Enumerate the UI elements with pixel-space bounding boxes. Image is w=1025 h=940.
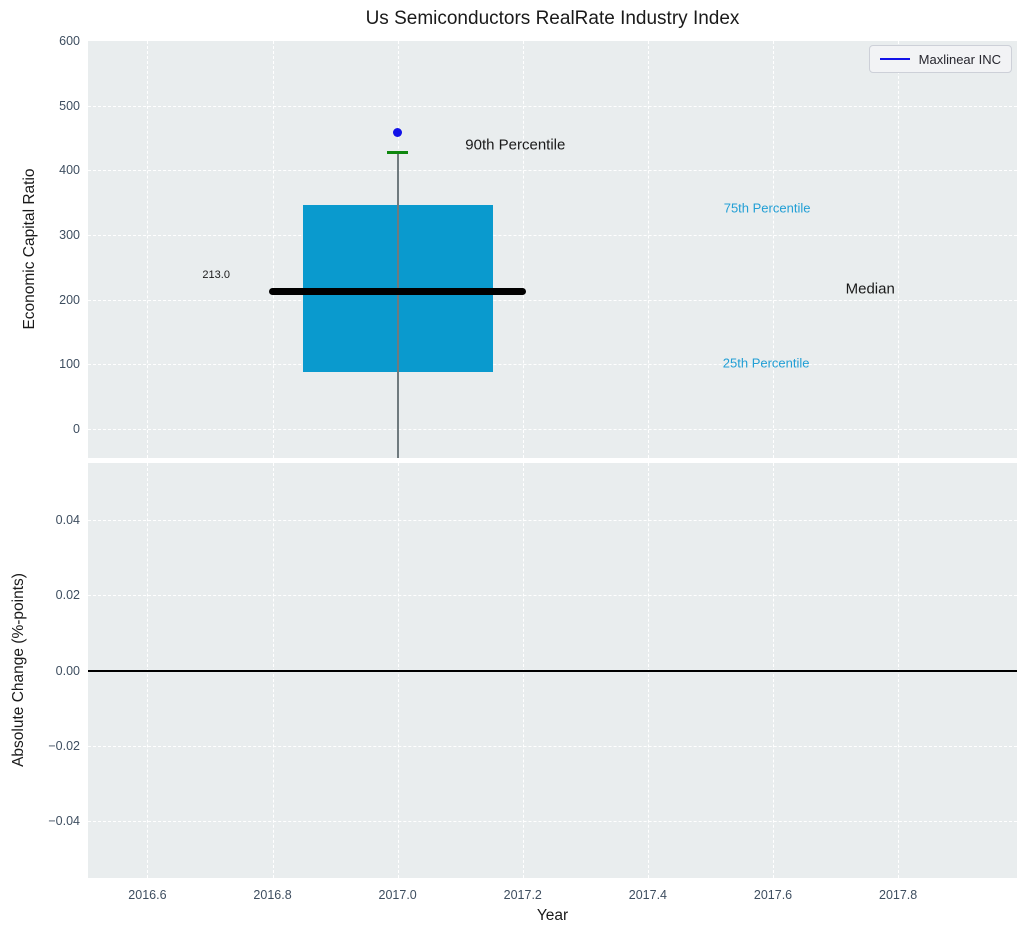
y-tick-label: 0.04 <box>55 512 80 527</box>
h-gridline <box>88 428 1017 430</box>
x-tick-label: 2016.8 <box>253 888 292 902</box>
top-subplot: Maxlinear INC 213.0 90th Percentile 75th P… <box>88 41 1017 458</box>
chart-title: Us Semiconductors RealRate Industry Inde… <box>365 8 740 29</box>
v-gridline <box>773 41 775 458</box>
v-gridline <box>898 41 900 458</box>
legend-label: Maxlinear INC <box>918 51 1001 67</box>
y-tick-label: 0.00 <box>55 663 80 678</box>
x-tick-label: 2017.4 <box>628 888 667 902</box>
h-gridline <box>88 234 1017 236</box>
h-gridline <box>88 821 1017 823</box>
legend-line-swatch <box>879 58 910 60</box>
y-tick-label: 100 <box>59 357 80 372</box>
y-tick-label: 500 <box>59 98 80 113</box>
bottom-subplot <box>88 463 1017 878</box>
legend: Maxlinear INC <box>868 45 1012 73</box>
y-tick-label: −0.02 <box>48 738 80 753</box>
x-tick-label: 2017.6 <box>753 888 793 902</box>
annotation-median: Median <box>845 280 895 298</box>
y-tick-label: 400 <box>59 163 80 178</box>
x-tick-label: 2017.2 <box>503 888 542 902</box>
annotation-25th-percentile: 25th Percentile <box>722 355 810 371</box>
y-tick-label: 0 <box>73 421 80 436</box>
v-gridline <box>147 41 149 458</box>
v-gridline <box>647 41 649 458</box>
y-tick-label: 300 <box>59 227 80 242</box>
annotation-213-0: 213.0 <box>202 268 230 281</box>
v-gridline <box>272 41 274 458</box>
h-gridline <box>88 519 1017 521</box>
annotation-90th-percentile: 90th Percentile <box>465 136 566 154</box>
h-gridline <box>88 170 1017 172</box>
p90-cap-line <box>387 151 409 155</box>
x-tick-label: 2016.6 <box>128 888 167 902</box>
x-tick-label: 2017.8 <box>879 888 918 902</box>
y-tick-label: 600 <box>59 34 80 48</box>
y-tick-label: −0.04 <box>48 814 80 829</box>
h-gridline <box>88 595 1017 597</box>
h-gridline <box>88 105 1017 107</box>
zero-reference-line <box>88 669 1017 672</box>
y-tick-label: 200 <box>59 292 80 307</box>
median-line <box>269 287 526 295</box>
h-gridline <box>88 364 1017 366</box>
h-gridline <box>88 299 1017 301</box>
y-tick-label: 0.02 <box>55 588 80 603</box>
h-gridline <box>88 745 1017 747</box>
annotation-75th-percentile: 75th Percentile <box>723 200 811 216</box>
v-gridline <box>522 41 524 458</box>
x-tick-label: 2017.0 <box>378 888 417 902</box>
whisker-line <box>396 152 399 458</box>
x-axis-label: Year <box>536 907 569 924</box>
company-point <box>393 127 403 137</box>
